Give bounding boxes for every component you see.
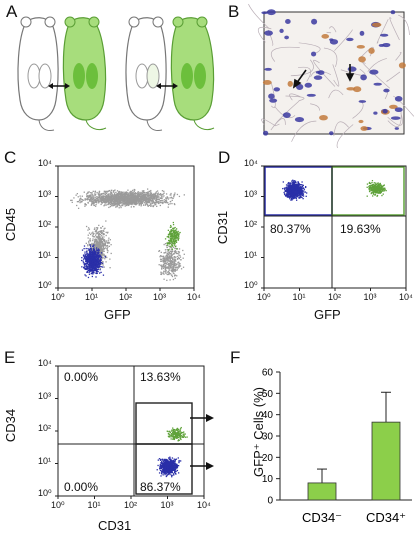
panel-d-x-tick: 10⁴ — [399, 292, 413, 302]
category-label: CD34⁻ — [302, 510, 342, 525]
panel-e-x-tick: 10⁰ — [51, 500, 65, 510]
panel-c-y-tick: 10² — [38, 219, 52, 229]
panel-d-letter: D — [218, 148, 231, 167]
panel-d-y-tick: 10² — [244, 219, 258, 229]
panel-c-x-tick: 10⁰ — [51, 292, 65, 302]
panel-e-quadrant-top-left: 0.00% — [64, 370, 99, 384]
panel-e-events — [156, 426, 188, 478]
panel-d-gate-cd31-gfp-pos — [331, 166, 405, 216]
panel-e-y-tick: 10² — [38, 423, 52, 433]
parabiosis-illustration — [17, 16, 215, 131]
y-tick-label: 40 — [262, 410, 274, 421]
panel-e-y-tick: 10³ — [38, 390, 52, 401]
panel-c-y-tick: 10⁴ — [38, 158, 52, 168]
panel-c-x-tick: 10¹ — [85, 292, 99, 302]
gate-arrows — [190, 414, 214, 470]
panel-c-flow-plot — [55, 165, 195, 291]
panel-c-y-tick: 10¹ — [38, 249, 52, 260]
panel-d-ylabel: CD31 — [215, 210, 231, 245]
panel-c-y-tick: 10³ — [38, 188, 52, 199]
panel-e-y-tick: 10¹ — [38, 455, 52, 466]
panel-d-x-tick: 10³ — [363, 292, 377, 302]
panel-c-letter: C — [4, 148, 17, 167]
panel-d-y-tick: 10¹ — [244, 249, 258, 260]
panel-d-x-tick: 10⁰ — [257, 292, 271, 302]
panel-e-flow-plot — [55, 365, 205, 499]
panel-f-bar-chart: 0 10 20 30 40 50 60 CD34⁻ CD34⁺ — [262, 368, 412, 525]
panel-e-x-tick: 10¹ — [87, 500, 101, 510]
y-tick-label: 30 — [262, 432, 274, 443]
panel-e-xlabel: CD31 — [98, 518, 132, 533]
panel-d-quadrant-top-right: 19.63% — [340, 222, 381, 236]
histology-micrograph — [248, 3, 415, 149]
panel-d-y-tick: 10³ — [244, 188, 258, 199]
panel-c-x-tick: 10² — [119, 292, 133, 302]
bar — [307, 482, 337, 501]
panel-e-x-tick: 10³ — [160, 500, 174, 510]
panel-c-y-tick: 10⁰ — [38, 280, 52, 290]
panel-d-flow-plot — [261, 165, 407, 291]
category-label: CD34⁺ — [366, 510, 406, 525]
panel-d-y-tick: 10⁰ — [244, 280, 258, 290]
panel-c-x-tick: 10³ — [153, 292, 167, 302]
panel-c-x-tick: 10⁴ — [187, 292, 201, 302]
panel-e-quadrant-bottom-right: 86.37% — [140, 480, 181, 494]
panel-e-ylabel: CD34 — [3, 408, 19, 443]
panel-e-y-tick: 10⁴ — [38, 358, 52, 368]
panel-d-quadrant-top-left: 80.37% — [270, 222, 311, 236]
y-tick-label: 20 — [262, 453, 274, 464]
panel-f-letter: F — [230, 348, 241, 367]
panel-e-gate-cd34-neg — [135, 443, 193, 495]
panel-e-x-tick: 10⁴ — [197, 500, 211, 510]
panel-e-quadrant-bottom-left: 0.00% — [64, 480, 99, 494]
y-tick-label: 0 — [267, 496, 273, 507]
y-tick-label: 50 — [262, 389, 274, 400]
y-tick-label: 60 — [262, 368, 274, 379]
panel-c-ylabel: CD45 — [3, 207, 19, 242]
panel-a-letter: A — [6, 2, 18, 21]
panel-d-events — [282, 179, 387, 201]
panel-c-xlabel: GFP — [104, 307, 131, 322]
panel-d-x-tick: 10¹ — [292, 292, 306, 302]
panel-e-letter: E — [4, 348, 16, 367]
bar — [371, 421, 401, 501]
panel-d-y-tick: 10⁴ — [244, 158, 258, 168]
panel-d-xlabel: GFP — [314, 307, 341, 322]
panel-d-x-tick: 10² — [328, 292, 342, 302]
panel-e-quadrant-top-right: 13.63% — [140, 370, 181, 384]
panel-c-events — [70, 188, 185, 282]
panel-e-x-tick: 10² — [124, 500, 138, 510]
panel-b-letter: B — [228, 2, 240, 21]
panel-e-y-tick: 10⁰ — [38, 488, 52, 498]
y-tick-label: 10 — [262, 474, 274, 485]
